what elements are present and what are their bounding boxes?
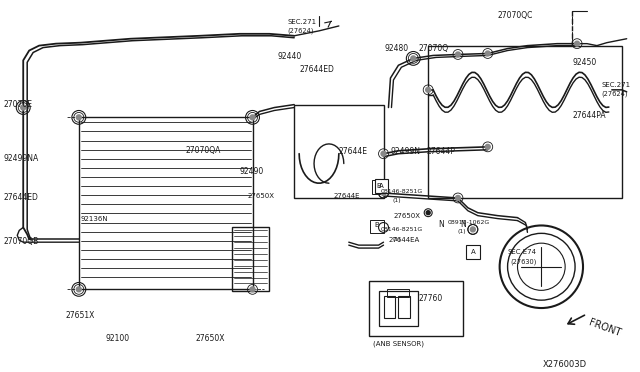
Text: (27630): (27630) xyxy=(511,259,537,265)
Bar xyxy=(387,289,410,297)
Bar xyxy=(378,291,419,326)
Text: 92100: 92100 xyxy=(106,334,130,343)
Text: B: B xyxy=(376,183,381,189)
Text: (1): (1) xyxy=(458,230,467,234)
Circle shape xyxy=(456,196,460,201)
Bar xyxy=(374,179,388,193)
Circle shape xyxy=(381,190,386,196)
Bar xyxy=(232,227,269,291)
Text: (1): (1) xyxy=(392,237,401,242)
Text: (1): (1) xyxy=(392,198,401,203)
Text: 27644E: 27644E xyxy=(339,147,368,156)
Circle shape xyxy=(485,144,490,149)
Text: 27070QA: 27070QA xyxy=(185,146,220,155)
Text: 27070Q: 27070Q xyxy=(419,44,449,53)
Circle shape xyxy=(456,52,460,57)
Text: 27070QB: 27070QB xyxy=(3,237,38,246)
Text: 27644ED: 27644ED xyxy=(3,193,38,202)
Text: 27644EA: 27644EA xyxy=(388,237,420,243)
Bar xyxy=(370,219,383,233)
Text: 92450: 92450 xyxy=(572,58,596,67)
Text: 27650X: 27650X xyxy=(248,193,275,199)
Text: SEC.E74: SEC.E74 xyxy=(508,249,536,255)
Circle shape xyxy=(381,151,386,156)
Bar xyxy=(466,245,480,259)
Bar xyxy=(428,46,621,198)
Text: 08911-1062G: 08911-1062G xyxy=(448,219,490,225)
Text: 08146-8251G: 08146-8251G xyxy=(381,189,423,194)
Text: 27644ED: 27644ED xyxy=(299,65,334,74)
Text: 27650X: 27650X xyxy=(196,334,225,343)
Bar xyxy=(294,105,383,198)
Circle shape xyxy=(76,287,81,292)
Text: 27644PA: 27644PA xyxy=(572,112,605,121)
Text: A: A xyxy=(379,183,384,189)
Text: B: B xyxy=(374,222,379,228)
Circle shape xyxy=(575,41,580,46)
Text: 27644P: 27644P xyxy=(426,147,455,156)
Text: N: N xyxy=(438,219,444,228)
Bar xyxy=(369,282,463,336)
Circle shape xyxy=(250,115,255,120)
Text: 27070E: 27070E xyxy=(3,100,33,109)
Text: 27070QC: 27070QC xyxy=(498,11,533,20)
Circle shape xyxy=(20,105,26,110)
Text: SEC.271: SEC.271 xyxy=(287,19,316,25)
Text: 92480: 92480 xyxy=(385,44,408,53)
Circle shape xyxy=(76,115,81,120)
Bar xyxy=(383,296,396,318)
Text: SEC.271: SEC.271 xyxy=(602,82,631,88)
Text: 27650X: 27650X xyxy=(394,213,420,219)
Text: 08146-8251G: 08146-8251G xyxy=(381,227,423,232)
Circle shape xyxy=(426,211,430,215)
Text: 27651X: 27651X xyxy=(66,311,95,320)
Text: (27624): (27624) xyxy=(287,28,314,35)
Text: FRONT: FRONT xyxy=(587,318,622,339)
Circle shape xyxy=(411,56,416,61)
Text: 92490: 92490 xyxy=(239,167,264,176)
Text: A: A xyxy=(470,249,476,255)
Text: N: N xyxy=(460,219,466,228)
Text: 92136N: 92136N xyxy=(81,216,108,222)
Circle shape xyxy=(426,87,431,92)
Circle shape xyxy=(250,287,255,292)
Text: 92499N: 92499N xyxy=(390,147,420,156)
Text: 27760: 27760 xyxy=(419,294,442,303)
Bar xyxy=(372,180,385,194)
Text: 92499NA: 92499NA xyxy=(3,154,38,163)
Text: 92440: 92440 xyxy=(277,52,301,61)
Text: 27644E: 27644E xyxy=(334,193,360,199)
Text: (ANB SENSOR): (ANB SENSOR) xyxy=(372,340,424,347)
Circle shape xyxy=(470,227,476,232)
Bar xyxy=(79,117,253,289)
Text: (27624): (27624) xyxy=(602,91,628,97)
Bar xyxy=(399,296,410,318)
Text: X276003D: X276003D xyxy=(542,360,586,369)
Circle shape xyxy=(485,51,490,56)
